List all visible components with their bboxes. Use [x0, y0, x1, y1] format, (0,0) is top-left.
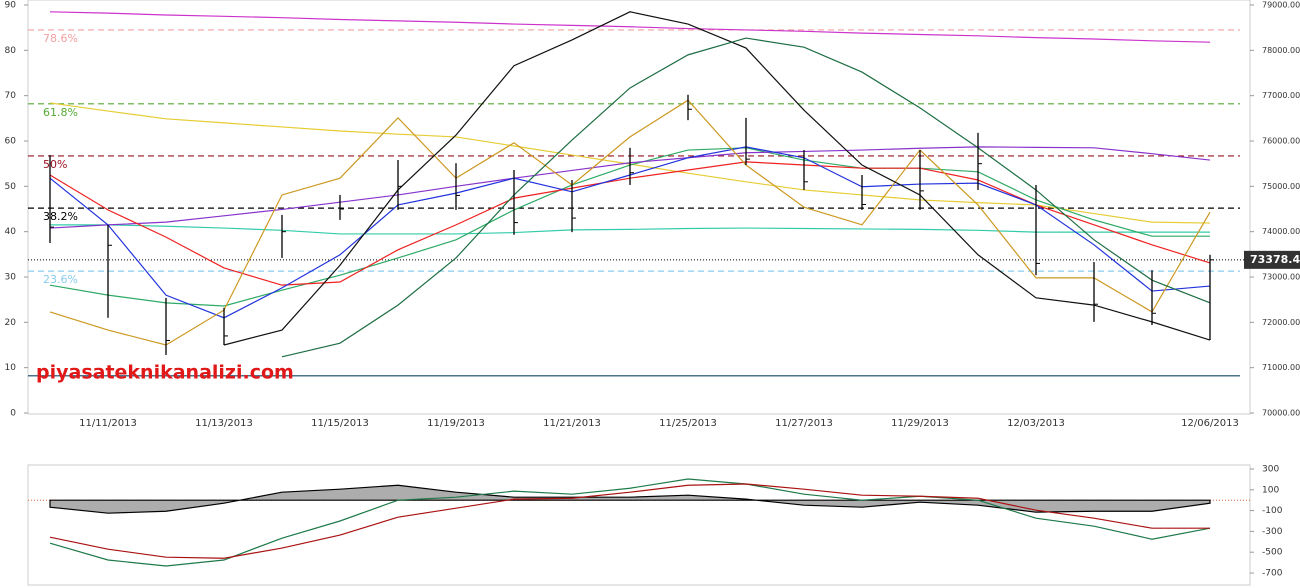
y-tick-label: 40: [5, 227, 17, 237]
x-tick-label: 11/19/2013: [427, 418, 485, 429]
series-line: [49, 483, 1210, 559]
y-tick-label: -700: [1262, 569, 1283, 579]
y2-tick-label: 71000.00: [1262, 363, 1300, 372]
level-label: 61.8%: [43, 106, 78, 119]
x-tick-label: 11/29/2013: [891, 418, 949, 429]
x-tick-label: 11/21/2013: [543, 418, 601, 429]
y-tick-label: 60: [5, 137, 17, 147]
y-tick-label: 0: [10, 409, 16, 419]
histogram-area: [49, 484, 1211, 514]
watermark: piyasateknikanalizi.com: [36, 362, 294, 384]
y2-tick-label: 76000.00: [1262, 137, 1300, 146]
level-label: 78.6%: [43, 32, 78, 45]
series-line: [49, 478, 1211, 567]
series-line: [281, 37, 1211, 358]
macd-frame: [27, 464, 1251, 586]
y-tick-label: 300: [1262, 465, 1279, 475]
y-tick-label: 20: [5, 318, 17, 328]
y-tick-label: 90: [5, 1, 17, 11]
y-tick-label: -300: [1262, 527, 1283, 537]
y-tick-label: 50: [5, 182, 17, 192]
y2-tick-label: 75000.00: [1262, 182, 1300, 191]
y2-tick-label: 74000.00: [1262, 227, 1300, 236]
last-price-tag: [1244, 250, 1300, 269]
y-tick-label: 30: [5, 273, 17, 283]
main-frame: [27, 0, 1251, 415]
x-tick-label: 12/03/2013: [1007, 418, 1065, 429]
y-tick-label: 80: [5, 46, 17, 56]
y2-tick-label: 73000.00: [1262, 273, 1300, 282]
x-tick-label: 11/13/2013: [195, 418, 253, 429]
x-tick-label: 11/15/2013: [311, 418, 369, 429]
y2-tick-label: 70000.00: [1262, 409, 1300, 418]
level-label: 23.6%: [43, 273, 78, 286]
x-tick-label: 11/11/2013: [79, 418, 137, 429]
y-tick-label: 100: [1262, 485, 1279, 495]
y-tick-label: -500: [1262, 548, 1283, 558]
series-line: [50, 224, 1210, 235]
y2-tick-label: 77000.00: [1262, 91, 1300, 100]
x-tick-label: 11/25/2013: [659, 418, 717, 429]
level-label: 38.2%: [43, 210, 78, 223]
y2-tick-label: 72000.00: [1262, 318, 1300, 327]
y2-tick-label: 78000.00: [1262, 46, 1300, 55]
y-tick-label: -100: [1262, 506, 1283, 516]
series-line: [49, 11, 1211, 43]
y2-tick-label: 79000.00: [1262, 1, 1300, 10]
series-line: [223, 11, 1211, 346]
level-label: 50%: [43, 158, 67, 171]
last-price-label: 73378.4: [1250, 253, 1300, 266]
series-line: [49, 99, 1211, 346]
x-tick-label: 11/27/2013: [775, 418, 833, 429]
y-tick-label: 10: [5, 363, 17, 373]
y-tick-label: 70: [5, 91, 17, 101]
x-tick-label: 12/06/2013: [1181, 418, 1239, 429]
